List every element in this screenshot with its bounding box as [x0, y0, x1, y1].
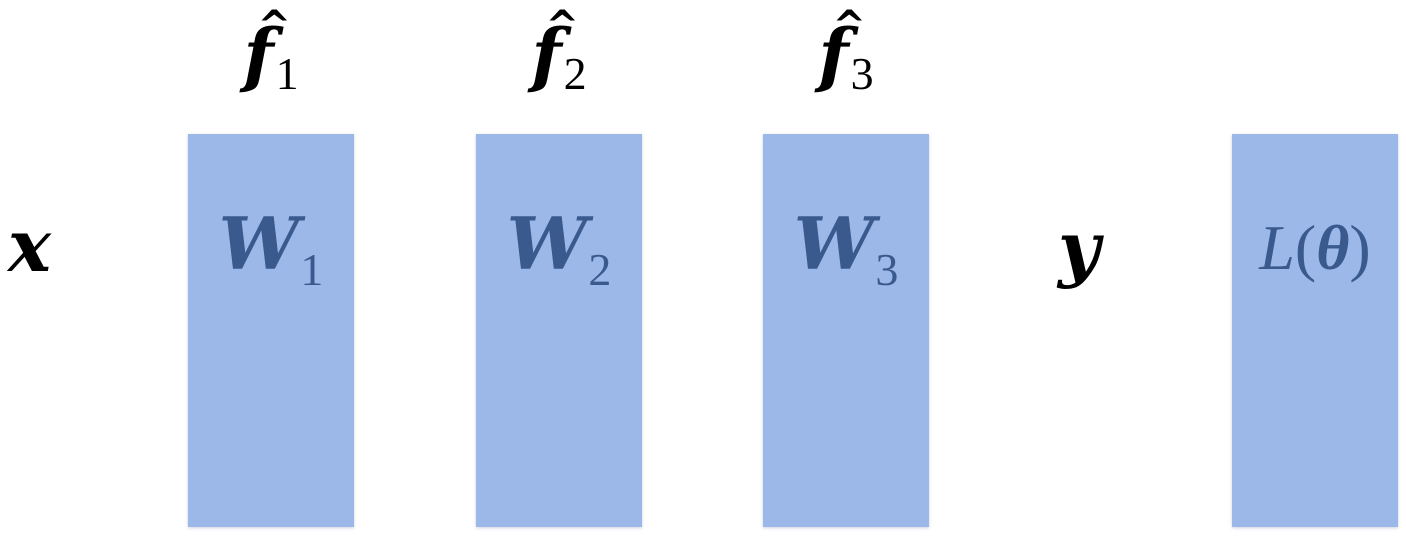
- f-hat-3-symbol: f: [818, 13, 849, 96]
- layer-2-block: W2: [476, 134, 642, 527]
- hat-accent-1: ^: [257, 3, 291, 49]
- layer-1-block: W1: [188, 134, 354, 527]
- f-hat-3-letter: ^ f: [818, 6, 866, 90]
- weight-2-label: W2: [476, 208, 642, 296]
- f-hat-1-subscript: 1: [275, 48, 299, 99]
- loss-open-paren: (: [1294, 212, 1317, 283]
- f-hat-2-letter: ^ f: [531, 6, 579, 90]
- f-hat-3-subscript: 3: [850, 48, 874, 99]
- loss-function-symbol: L: [1259, 212, 1295, 283]
- weight-3-symbol: W: [793, 201, 875, 286]
- weight-1-subscript: 1: [300, 244, 324, 295]
- target-y-symbol: y: [1058, 205, 1100, 290]
- f-hat-1-letter: ^ f: [243, 6, 291, 90]
- weight-1-label: W1: [188, 208, 354, 296]
- weight-3-subscript: 3: [875, 244, 899, 295]
- weight-3-label: W3: [763, 208, 929, 296]
- input-x: x: [8, 210, 51, 282]
- layer-2-output-label: ^ f2: [476, 6, 642, 108]
- theta-symbol: θ: [1316, 212, 1350, 283]
- loss-close-paren: ): [1349, 212, 1371, 283]
- weight-2-symbol: W: [506, 201, 588, 286]
- layer-3-output-label: ^ f3: [763, 6, 929, 108]
- hat-accent-3: ^: [832, 3, 866, 49]
- weight-2-subscript: 2: [588, 244, 612, 295]
- target-y: y: [1058, 212, 1100, 284]
- f-hat-1-symbol: f: [243, 13, 274, 96]
- loss-block: L(θ): [1232, 134, 1398, 527]
- f-hat-2-subscript: 2: [563, 48, 587, 99]
- input-x-symbol: x: [8, 203, 51, 288]
- loss-label: L(θ): [1232, 216, 1398, 280]
- hat-accent-2: ^: [545, 3, 579, 49]
- layer-1-output-label: ^ f1: [188, 6, 354, 108]
- f-hat-2-symbol: f: [531, 13, 562, 96]
- weight-1-symbol: W: [218, 201, 300, 286]
- layer-3-block: W3: [763, 134, 929, 527]
